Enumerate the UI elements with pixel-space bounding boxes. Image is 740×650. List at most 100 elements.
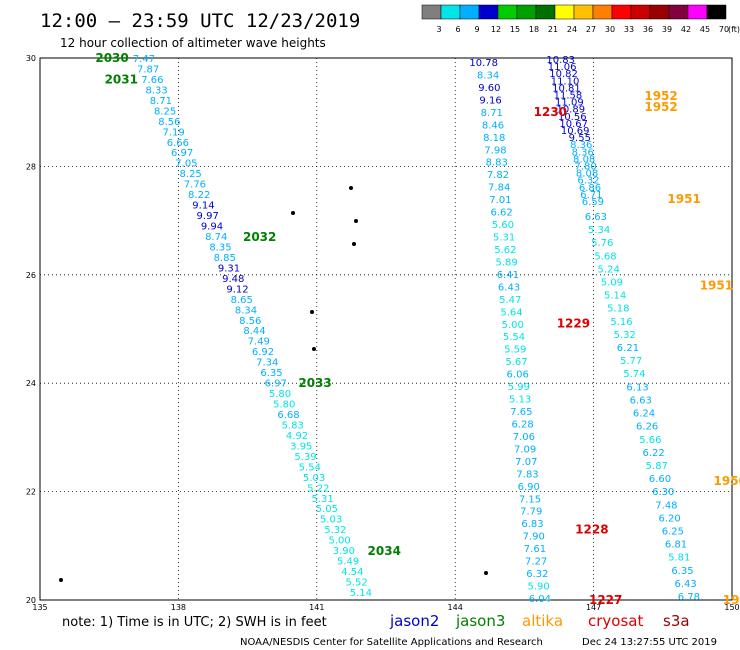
- colorbar-swatch: [516, 4, 537, 20]
- swh-label: 7.47: [133, 54, 155, 65]
- x-tick-label: 138: [171, 603, 186, 612]
- swh-label: 4.54: [341, 567, 363, 578]
- swh-label: 7.06: [513, 432, 535, 443]
- swh-label: 5.68: [594, 251, 616, 262]
- swh-label: 8.35: [209, 242, 231, 253]
- swh-label: 8.56: [239, 316, 261, 327]
- swh-label: 5.80: [273, 400, 295, 411]
- swh-label: 6.78: [678, 592, 700, 603]
- colorbar-swatch: [421, 4, 442, 20]
- swh-label: 5.47: [499, 295, 521, 306]
- swh-label: 5.22: [307, 483, 329, 494]
- island-mark: [59, 578, 63, 582]
- swh-label: 3.95: [290, 441, 312, 452]
- colorbar-label: 39: [662, 25, 672, 34]
- island-mark: [310, 310, 314, 314]
- swh-label: 5.66: [639, 435, 661, 446]
- swh-label: 8.65: [231, 295, 253, 306]
- swh-label: 6.71: [580, 190, 602, 201]
- swh-label: 5.64: [500, 307, 522, 318]
- swh-label: 8.25: [180, 169, 202, 180]
- swh-label: 6.43: [675, 579, 697, 590]
- satellite-legend: jason2 jason3 altika cryosat s3a: [389, 612, 690, 630]
- x-tick-label: 135: [32, 603, 47, 612]
- swh-label: 8.33: [145, 85, 167, 96]
- colorbar-label: 45: [700, 25, 710, 34]
- island-mark: [312, 347, 316, 351]
- pass-time-label: 1952: [644, 89, 677, 103]
- colorbar-label: 70: [719, 25, 729, 34]
- colorbar-label: 42: [681, 25, 691, 34]
- colorbar-label: 36: [643, 25, 653, 34]
- legend-jason3: jason3: [455, 612, 505, 630]
- swh-label: 8.74: [205, 232, 227, 243]
- colorbar-label: 3: [436, 25, 441, 34]
- swh-label: 7.80: [574, 162, 596, 173]
- swh-label: 5.54: [503, 332, 525, 343]
- swh-label: 8.56: [158, 117, 180, 128]
- island-mark: [349, 186, 353, 190]
- colorbar-swatch: [573, 4, 594, 20]
- colorbar-label: 6: [455, 25, 460, 34]
- swh-label: 7.27: [525, 557, 547, 568]
- swh-label: 6.59: [582, 197, 604, 208]
- swh-label: 8.25: [154, 106, 176, 117]
- colorbar-swatch: [611, 4, 632, 20]
- swh-label: 8.36: [572, 147, 594, 158]
- swh-label: 8.71: [481, 108, 503, 119]
- swh-label: 6.68: [277, 410, 299, 421]
- swh-label: 9.94: [201, 222, 223, 233]
- swh-label: 8.44: [243, 326, 265, 337]
- swh-label: 10.89: [557, 105, 586, 116]
- swh-label: 10.82: [549, 69, 578, 80]
- swh-label: 7.09: [514, 444, 536, 455]
- swh-label: 6.92: [252, 347, 274, 358]
- swh-label: 6.20: [658, 513, 680, 524]
- pass-time-label: 1951: [700, 279, 733, 293]
- colorbar-swatch: [459, 4, 480, 20]
- swh-label: 8.71: [150, 96, 172, 107]
- swh-label: 6.13: [626, 382, 648, 393]
- swh-label: 5.00: [328, 536, 350, 547]
- swh-label: 5.14: [604, 291, 626, 302]
- swh-label: 5.74: [623, 369, 645, 380]
- swh-label: 5.89: [495, 257, 517, 268]
- swh-label: 5.05: [316, 504, 338, 515]
- colorbar-label: 33: [624, 25, 634, 34]
- swh-label: 5.87: [646, 461, 668, 472]
- swh-label: 5.67: [505, 357, 527, 368]
- y-tick-label: 28: [26, 162, 36, 171]
- swh-label: 5.31: [311, 494, 333, 505]
- swh-label: 7.76: [184, 180, 206, 191]
- colorbar-label: 21: [548, 25, 558, 34]
- colorbar-label: 24: [567, 25, 577, 34]
- swh-label: 5.62: [494, 245, 516, 256]
- colorbar-swatch: [706, 4, 727, 20]
- pass-time-label: 1951: [667, 192, 700, 206]
- swh-label: 6.66: [167, 138, 189, 149]
- pass-time-label: 1229: [557, 317, 590, 331]
- colorbar-swatch: [497, 4, 518, 20]
- pass-time-label: 1950: [714, 474, 740, 488]
- island-mark: [291, 211, 295, 215]
- swh-label: 6.90: [518, 482, 540, 493]
- swh-label: 7.90: [523, 532, 545, 543]
- swh-label: 3.90: [333, 546, 355, 557]
- swh-label: 10.78: [469, 58, 498, 69]
- swh-label: 4.92: [286, 431, 308, 442]
- swh-label: 9.55: [569, 133, 591, 144]
- colorbar-swatch: [554, 4, 575, 20]
- swh-label: 5.81: [668, 553, 690, 564]
- swh-label: 6.97: [265, 379, 287, 390]
- swh-label: 6.30: [652, 487, 674, 498]
- pass-time-label: 1949: [723, 593, 740, 607]
- swh-label: 7.34: [256, 358, 278, 369]
- footer-timestamp: Dec 24 13:27:55 UTC 2019: [582, 637, 717, 648]
- chart-subtitle: 12 hour collection of altimeter wave hei…: [60, 36, 326, 50]
- swh-label: 8.34: [235, 305, 257, 316]
- swh-label: 8.08: [576, 169, 598, 180]
- swh-label: 5.16: [610, 317, 632, 328]
- color-scale-bar: 3 6 9 12 15 18 21 24 27 30 33 36 39 42 45 70(ft): [421, 4, 740, 34]
- colorbar-label: 18: [529, 25, 539, 34]
- swh-label: 11.58: [554, 91, 583, 102]
